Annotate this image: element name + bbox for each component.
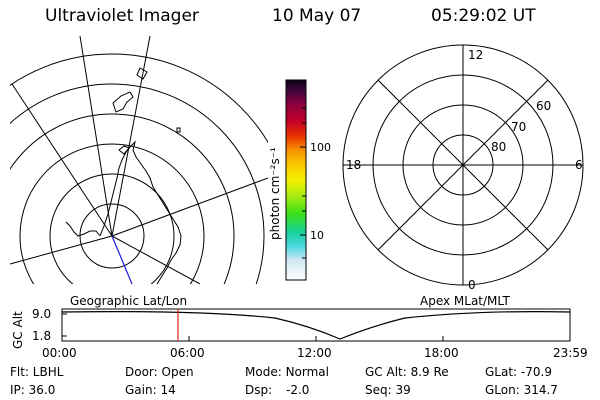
gain-info: Gain: 14 [125,383,176,397]
y-tick-label: 9.0 [32,307,51,321]
x-tick-label: 23:59 [553,346,588,360]
dsp-value: -2.0 [285,383,310,397]
altitude-plot: GC Alt 9.0 1.8 00:00 06:00 12:00 18:00 2… [11,307,588,360]
lat-label-80: 80 [491,140,506,154]
door-info: Door: Open [125,365,194,379]
x-tick-label: 12:00 [297,346,332,360]
y-tick-label: 1.8 [32,329,51,343]
mode-label: Mode: [245,365,282,379]
map-coastline [65,221,101,237]
seq-info: Seq: 39 [365,383,411,397]
map-meridian [10,235,113,265]
map-meridian [111,177,268,237]
lat-label-70: 70 [511,120,526,134]
filter-info: Flt: LBHL [10,365,64,379]
date-label: 10 May 07 [272,6,362,26]
altitude-axis-label: GC Alt [11,311,25,349]
glat-info: GLat: -70.9 [485,365,552,379]
geographic-label: Geographic Lat/Lon [70,294,187,308]
map-island [136,67,148,80]
dsp-info: Dsp: -2.0 [245,383,309,397]
colorbar-tick-label: 10 [310,229,324,242]
map-meridian [11,83,113,237]
mlt-label-midnight: 0 [468,278,476,292]
x-tick-label: 18:00 [424,346,459,360]
mlt-label-noon: 12 [468,48,483,62]
ip-info: IP: 36.0 [10,383,56,397]
map-meridian [79,36,113,237]
gc-alt-info: GC Alt: 8.9 Re [365,365,449,379]
mode-info: Mode: Normal [245,365,329,379]
polar-grid [342,44,584,286]
map-island [176,127,181,133]
polar-diagonal [377,79,549,251]
colorbar-unit-label: photon cm⁻²s⁻¹ [268,147,282,240]
x-tick-label: 06:00 [170,346,205,360]
mode-value: Normal [285,365,329,379]
mlt-label-dusk: 18 [346,158,361,172]
glon-info: GLon: 314.7 [485,383,558,397]
map-lat-circle [49,173,175,284]
map-lat-circle [10,83,265,284]
instrument-title: Ultraviolet Imager [45,6,199,26]
map-meridian [111,36,151,237]
colorbar-tick-label: 100 [310,141,331,154]
geographic-map [10,36,268,284]
x-tick-label: 00:00 [42,346,77,360]
map-lat-circle [79,203,145,269]
colorbar: 100 10 photon cm⁻²s⁻¹ [268,79,331,281]
altitude-curve [61,311,571,340]
map-lat-circle [10,53,268,144]
dsp-label: Dsp: [245,383,273,397]
orbit-track-line [111,235,133,285]
mlt-label-dawn: 6 [575,158,583,172]
map-lat-circle [10,113,235,284]
map-island [118,145,130,155]
time-label: 05:29:02 UT [431,6,536,26]
lat-label-60: 60 [536,99,551,113]
map-coastline [99,140,182,284]
map-lat-circle [19,143,205,284]
map-island [112,91,134,113]
apex-label: Apex MLat/MLT [420,294,510,308]
map-meridian [111,235,201,284]
